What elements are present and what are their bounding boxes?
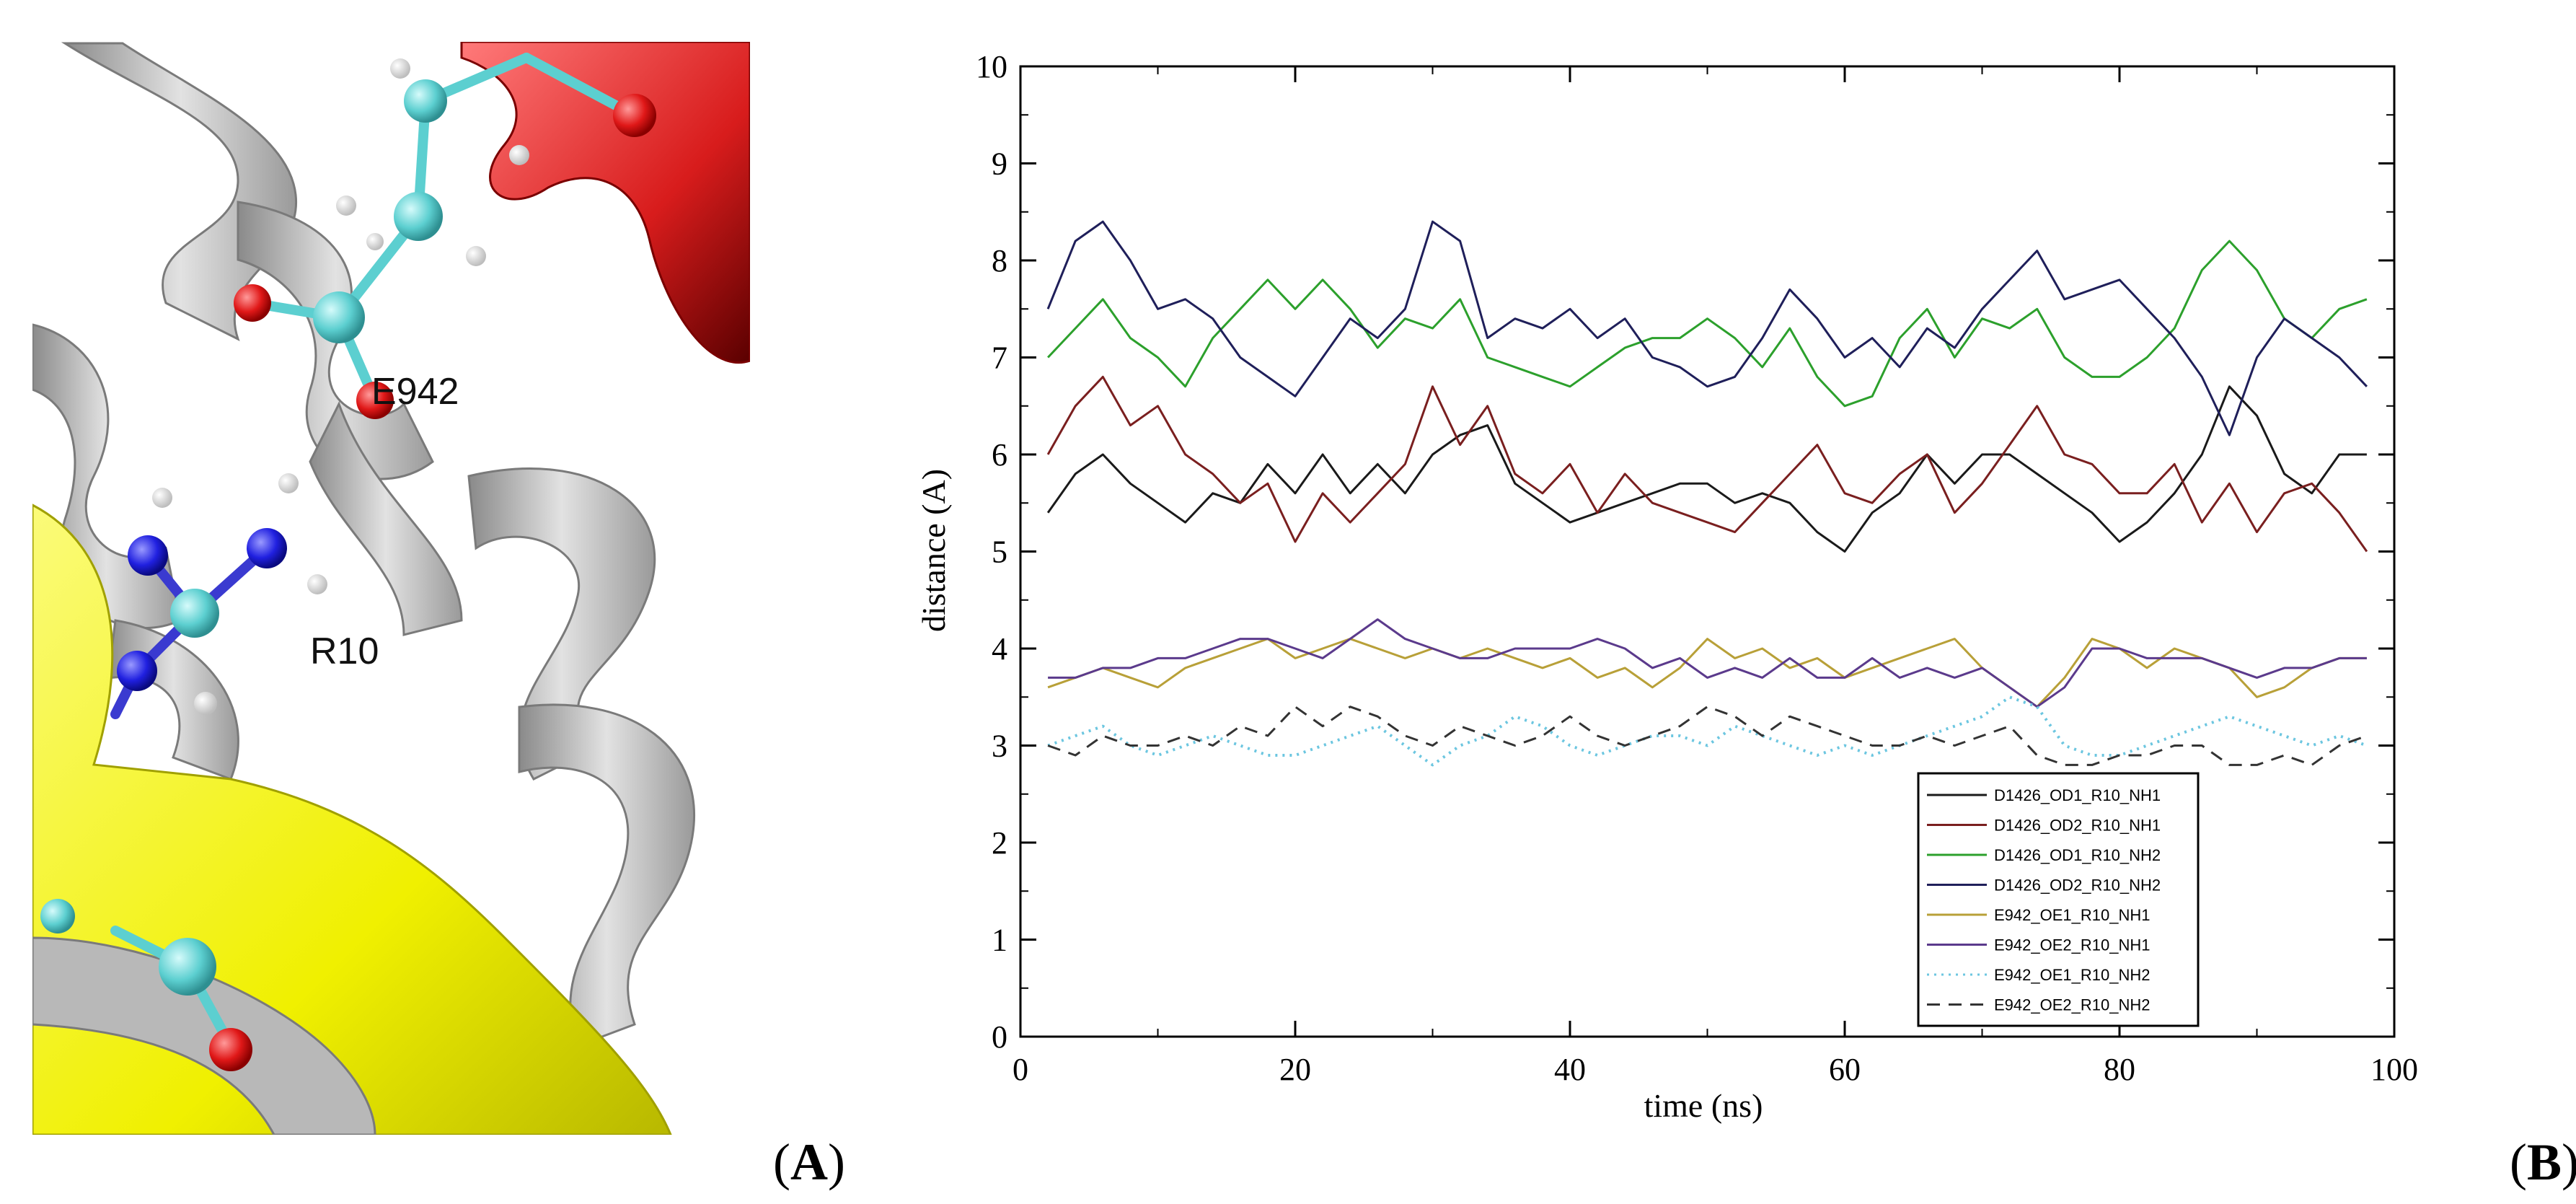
y-tick-label: 4 bbox=[992, 631, 1007, 667]
x-tick-label: 40 bbox=[1554, 1052, 1586, 1087]
y-tick-label: 5 bbox=[992, 535, 1007, 570]
legend-label: D1426_OD2_R10_NH2 bbox=[1994, 876, 2161, 895]
x-tick-label: 60 bbox=[1829, 1052, 1861, 1087]
x-tick-label: 80 bbox=[2104, 1052, 2135, 1087]
y-tick-label: 2 bbox=[992, 825, 1007, 861]
series-line-e942-oe1-r10-nh1 bbox=[1047, 638, 2367, 708]
legend-label: E942_OE2_R10_NH2 bbox=[1994, 996, 2150, 1014]
x-tick-label: 100 bbox=[2370, 1052, 2418, 1087]
series-line-d1426-od2-r10-nh2 bbox=[1046, 220, 2368, 436]
e942-atoms bbox=[234, 58, 656, 419]
chart-legend: D1426_OD1_R10_NH1 D1426_OD2_R10_NH1 D1426_… bbox=[1917, 772, 2200, 1027]
red-helix-ribbon bbox=[460, 42, 750, 364]
series-line-d1426-od1-r10-nh1 bbox=[1046, 385, 2367, 553]
panel-label-b-letter: B bbox=[2526, 1133, 2562, 1191]
series-line-e942-oe2-r10-nh2 bbox=[1047, 706, 2368, 766]
residue-label-r10: R10 bbox=[310, 630, 379, 672]
series-line-d1426-od2-r10-nh1 bbox=[1046, 375, 2368, 553]
structure-frame: E942 R10 bbox=[32, 42, 750, 1135]
legend-label: E942_OE1_R10_NH1 bbox=[1994, 906, 2150, 924]
y-tick-label: 3 bbox=[992, 729, 1007, 764]
legend-box bbox=[1917, 772, 2200, 1027]
panel-label-a-letter: A bbox=[790, 1133, 828, 1191]
panel-label-a-close: ) bbox=[827, 1133, 845, 1191]
x-tick-label: 20 bbox=[1279, 1052, 1311, 1087]
legend-label: D1426_OD1_R10_NH2 bbox=[1994, 846, 2161, 864]
x-tick-label: 0 bbox=[1013, 1052, 1028, 1087]
legend-label: E942_OE1_R10_NH2 bbox=[1994, 966, 2150, 984]
y-tick-label: 1 bbox=[992, 923, 1007, 958]
legend-label: D1426_OD2_R10_NH1 bbox=[1994, 817, 2161, 835]
molecular-structure-image: E942 R10 bbox=[32, 42, 750, 1135]
y-tick-label: 8 bbox=[992, 243, 1007, 278]
series-line-e942-oe2-r10-nh1 bbox=[1048, 618, 2367, 708]
y-tick-label: 10 bbox=[976, 49, 1007, 84]
y-tick-label: 7 bbox=[992, 340, 1007, 376]
panel-label-b: (B) bbox=[2510, 1133, 2576, 1192]
residue-label-e942: E942 bbox=[371, 371, 459, 413]
y-tick-label: 6 bbox=[992, 437, 1007, 473]
y-tick-label: 9 bbox=[992, 146, 1007, 182]
series-line-d1426-od1-r10-nh2 bbox=[1047, 240, 2368, 408]
panel-label-b-close: ) bbox=[2562, 1133, 2576, 1191]
legend-label: D1426_OD1_R10_NH1 bbox=[1994, 786, 2161, 804]
chart-series bbox=[1046, 220, 2368, 767]
legend-label: E942_OE2_R10_NH1 bbox=[1994, 936, 2150, 954]
x-axis-label: time (ns) bbox=[1644, 1087, 1763, 1124]
series-line-e942-oe1-r10-nh2 bbox=[1047, 695, 2368, 767]
y-axis-label: distance (A) bbox=[915, 469, 952, 632]
y-tick-label: 0 bbox=[992, 1019, 1007, 1055]
panel-label-a: (A) bbox=[773, 1133, 845, 1192]
r10-atoms bbox=[40, 473, 327, 1071]
panel-label-a-open: ( bbox=[773, 1133, 790, 1191]
panel-label-b-open: ( bbox=[2510, 1133, 2527, 1191]
